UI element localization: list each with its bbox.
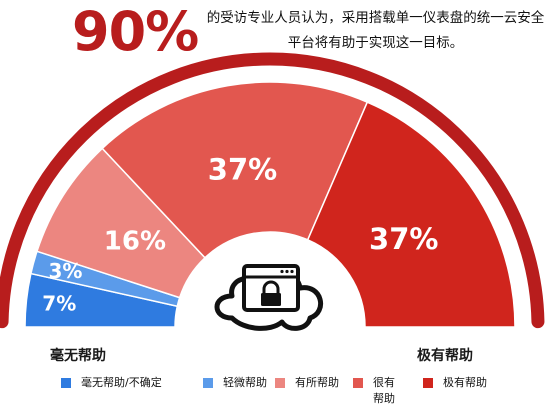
chart-legend: 毫无帮助/不确定 轻微帮助 有所帮助 很有 帮助 极有帮助	[61, 375, 541, 411]
outer-arc	[0, 52, 545, 329]
slice-label-1: 7%	[42, 292, 76, 316]
legend-swatch	[61, 378, 71, 388]
slice-label-3: 16%	[104, 226, 166, 256]
lock-body	[261, 293, 281, 306]
legend-label: 轻微帮助	[223, 376, 267, 389]
legend-label: 很有 帮助	[373, 376, 395, 405]
legend-swatch	[275, 378, 285, 388]
legend-item: 极有帮助	[423, 375, 487, 391]
window-dot	[280, 269, 284, 274]
headline-percentage: 90%	[72, 0, 199, 63]
slice-label-5: 37%	[369, 222, 438, 256]
legend-item: 毫无帮助/不确定	[61, 375, 162, 391]
legend-item: 很有 帮助	[353, 375, 395, 407]
slice-4	[101, 81, 369, 259]
lock-shackle	[262, 280, 280, 294]
headline-subtitle: 的受访专业人员认为，采用搭载单一仪表盘的统一云安全平台将有助于实现这一目标。	[206, 10, 545, 51]
slice-5	[306, 101, 516, 328]
legend-swatch	[423, 378, 433, 388]
window-dot	[285, 269, 289, 274]
window-dot	[290, 269, 294, 274]
scale-label-start: 毫无帮助	[50, 348, 106, 364]
legend-swatch	[203, 378, 213, 388]
legend-label: 有所帮助	[295, 376, 339, 389]
slice-label-4: 37%	[208, 152, 277, 186]
legend-item: 有所帮助	[275, 375, 339, 391]
scale-label-end: 极有帮助	[417, 348, 473, 364]
slice-label-2: 3%	[49, 259, 83, 283]
legend-label: 毫无帮助/不确定	[81, 376, 162, 389]
legend-label: 极有帮助	[443, 376, 487, 389]
legend-swatch	[353, 378, 363, 388]
cloud-lock-window-icon	[214, 264, 323, 331]
legend-item: 轻微帮助	[203, 375, 267, 391]
